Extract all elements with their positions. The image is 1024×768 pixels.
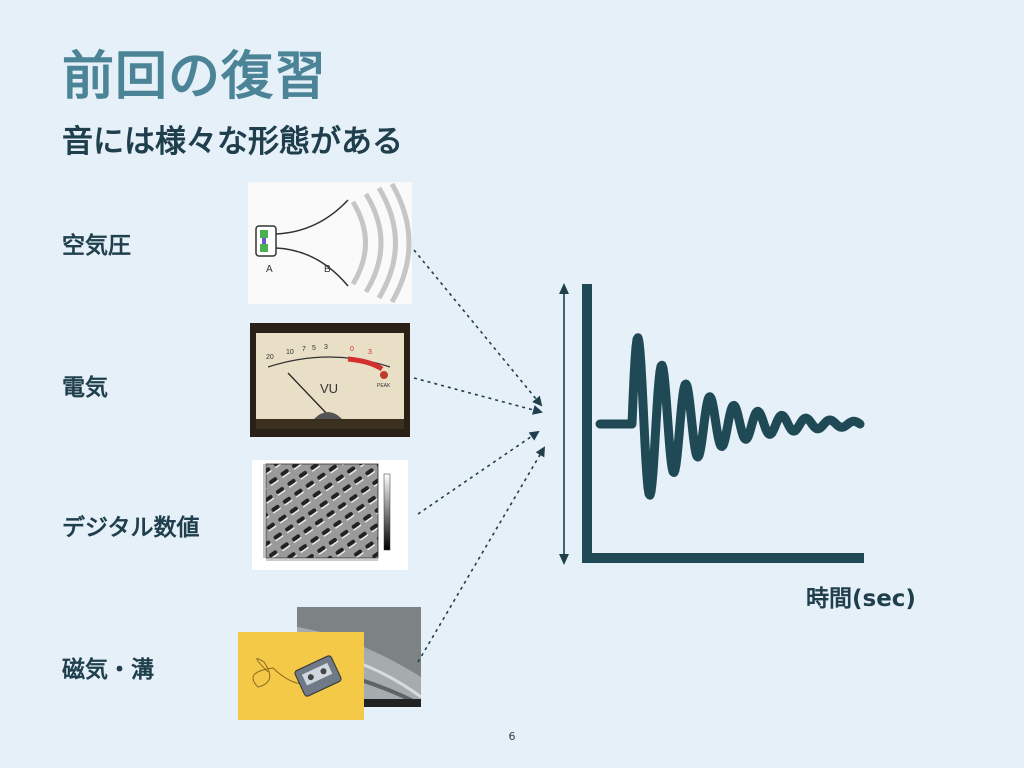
svg-text:20: 20 [266, 354, 274, 361]
horn-soundwave-image: A B [248, 182, 412, 304]
cassette-tape-image [238, 632, 364, 720]
svg-text:3: 3 [324, 344, 328, 351]
cassette-tape-icon [238, 632, 364, 720]
label-digital: デジタル数値 [62, 515, 200, 541]
slide-title: 前回の復習 [62, 47, 328, 107]
vu-meter-icon: 20 10 7 5 3 0 3 PEAK VU [256, 333, 404, 429]
cd-pit-microscope-icon [263, 463, 391, 561]
svg-text:7: 7 [302, 346, 306, 353]
svg-text:10: 10 [286, 349, 294, 356]
graph-axes [582, 284, 864, 563]
arrow-air-pressure [413, 249, 543, 407]
horn-label-a: A [266, 264, 273, 275]
svg-text:0: 0 [350, 346, 354, 353]
svg-text:3: 3 [368, 349, 372, 356]
label-air-pressure: 空気圧 [62, 233, 131, 259]
page-number: 6 [508, 730, 516, 743]
arrow-electric [413, 377, 543, 415]
arrow-magnetic [417, 446, 546, 663]
slide-subtitle: 音には様々な形態がある [62, 124, 403, 160]
vu-meter-image: 20 10 7 5 3 0 3 PEAK VU [250, 323, 410, 437]
horn-soundwave-icon: A B [255, 182, 412, 304]
vu-label: VU [320, 381, 338, 396]
damped-waveform [595, 333, 865, 500]
arrow-digital [417, 430, 540, 515]
amplitude-arrow [559, 283, 569, 565]
vu-peak-label: PEAK [377, 383, 391, 389]
time-axis-label: 時間(sec) [806, 586, 916, 612]
damped-waveform-icon [582, 284, 865, 563]
horn-label-b: B [324, 264, 331, 275]
label-magnetic-groove: 磁気・溝 [62, 657, 154, 683]
label-electric: 電気 [62, 375, 108, 401]
cd-pit-image [252, 460, 408, 570]
svg-text:5: 5 [312, 345, 316, 352]
